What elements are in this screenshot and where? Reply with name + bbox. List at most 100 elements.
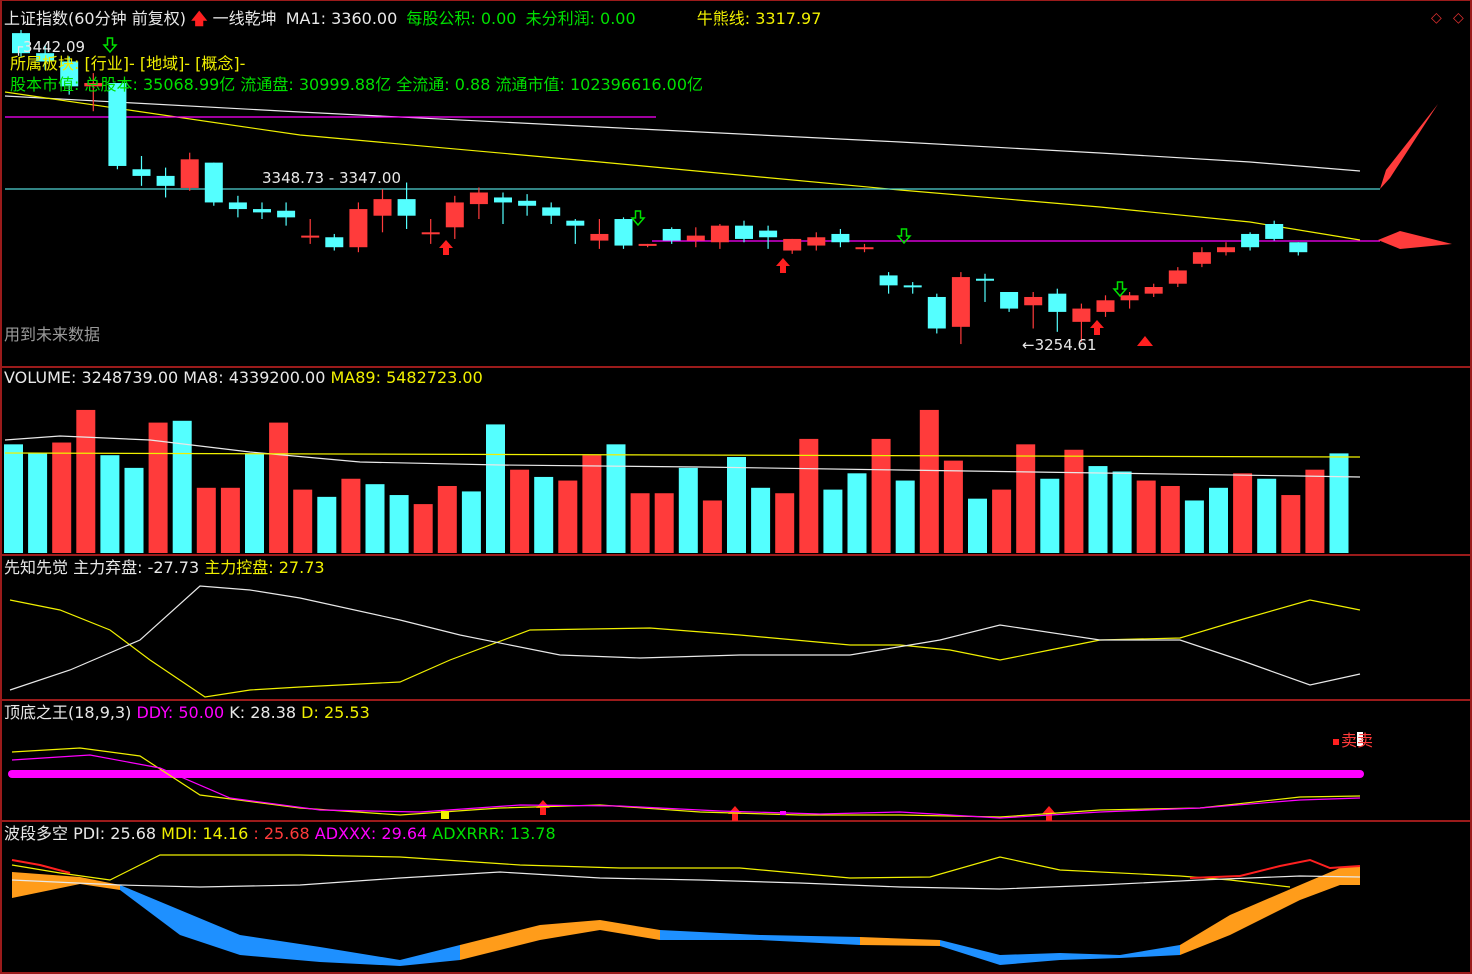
trend-band	[400, 945, 460, 966]
candle-down	[542, 207, 561, 216]
candle-down	[204, 162, 223, 203]
trend-band	[120, 885, 180, 935]
volume-bar	[220, 487, 240, 553]
volume-bar	[269, 422, 289, 553]
volume-bar	[1064, 449, 1084, 553]
volume-bar	[389, 495, 409, 553]
ma-yellow-line	[4, 91, 1361, 241]
volume-bar	[76, 409, 96, 553]
candle-down	[1241, 233, 1260, 248]
annotation-arrow-icon	[1378, 231, 1452, 249]
volume-bar	[437, 485, 457, 553]
volume-bar	[1209, 487, 1228, 553]
candle-up	[1024, 296, 1043, 306]
wfp-value: 未分利润: 0.00	[525, 9, 636, 28]
ddz-buy-arrow-icon	[536, 800, 550, 815]
candle-down	[494, 197, 512, 203]
volume-bar	[1136, 480, 1156, 553]
volume-bar	[1112, 471, 1132, 553]
candle-down	[1000, 292, 1019, 309]
volume-bar	[751, 487, 771, 553]
volume-bar	[727, 457, 746, 553]
candle-up	[951, 277, 970, 327]
main-title: 上证指数(60分钟 前复权)	[4, 9, 186, 28]
volume-bar	[365, 484, 385, 553]
capital-line: 股本市值: 总股本: 35068.99亿 流通盘: 30999.88亿 全流通:…	[10, 75, 704, 94]
volume-bar	[317, 496, 337, 553]
ma1-value: MA1: 3360.00	[285, 9, 398, 28]
volume-bar	[100, 455, 120, 553]
candle-down	[132, 169, 151, 176]
dingdi-title: 顶底之王(18,9,3)	[4, 703, 132, 722]
volume-bar	[799, 438, 819, 553]
volume-bar	[148, 422, 168, 553]
candle-up	[373, 199, 392, 216]
trend-band	[460, 925, 540, 960]
candle-up	[710, 225, 729, 243]
trend-band	[1000, 953, 1060, 965]
volume-bar	[606, 444, 626, 553]
zlkp-value: 主力控盘: 27.73	[204, 558, 325, 577]
volume-bar	[172, 420, 192, 553]
volume-bar	[943, 460, 963, 553]
k-line	[11, 754, 1361, 819]
dingdi-panel[interactable]: 卖卖	[8, 731, 1373, 819]
ma8-value: MA8: 4339200.00	[183, 368, 326, 387]
volume-bar	[992, 489, 1012, 553]
candle-down	[662, 228, 681, 241]
volume-ma89-line	[4, 452, 1361, 458]
volume-bar	[702, 500, 722, 553]
volume-bar	[847, 473, 867, 553]
candle-down	[518, 200, 537, 206]
trend-band	[180, 910, 240, 955]
candle-up	[783, 238, 802, 251]
price-panel[interactable]: ┌3442.09 3348.73 - 3347.00 ←3254.61	[4, 29, 1452, 821]
candle-down	[1289, 242, 1308, 253]
volume-bar	[630, 493, 650, 553]
xianzhi-header: 先知先觉 主力弃盘: -27.73 主力控盘: 27.73	[4, 557, 325, 579]
trend-band	[860, 937, 940, 946]
volume-bar	[341, 478, 361, 553]
trend-band	[1340, 866, 1360, 885]
volume-bar	[919, 409, 939, 553]
xianzhi-title: 先知先觉	[4, 558, 69, 577]
trend-band	[1230, 885, 1300, 935]
volume-ma8-line	[4, 435, 1361, 478]
window-control-1[interactable]: ◇	[1431, 10, 1442, 26]
boduan-title: 波段多空	[4, 824, 69, 843]
candle-down	[397, 199, 416, 216]
volume-bar	[871, 438, 891, 553]
volume-bar	[461, 491, 481, 553]
candle-up	[84, 83, 103, 87]
volume-bar	[968, 498, 987, 553]
sell-dot	[1333, 739, 1339, 745]
volume-bar	[196, 487, 216, 553]
sector-line: 所属板块: [行业]- [地域]- [概念]-	[10, 54, 246, 73]
candle-down	[903, 285, 922, 288]
candle-up	[180, 159, 199, 188]
candle-down	[879, 275, 898, 286]
adxrrr-value: ADXRRR: 13.78	[432, 824, 556, 843]
d-line	[11, 747, 1361, 818]
boduan-panel[interactable]	[11, 854, 1361, 966]
candle-down	[108, 83, 127, 166]
candle-down	[36, 53, 55, 62]
trend-band	[600, 920, 660, 940]
red-up-arrow-icon: 🡅	[191, 9, 208, 28]
candle-up	[1168, 270, 1187, 284]
xianzhi-panel[interactable]	[9, 585, 1361, 698]
volume-bar	[1257, 478, 1277, 553]
sell-bar	[1357, 732, 1363, 746]
range-label: 3348.73 - 3347.00	[262, 169, 401, 187]
mdi-value: MDI: 14.16	[161, 824, 249, 843]
window-control-2[interactable]: ◇	[1453, 10, 1464, 26]
volume-panel[interactable]	[4, 409, 1361, 553]
volume-bar	[775, 493, 795, 553]
volume-bar	[534, 476, 554, 553]
pdi-line	[11, 871, 1361, 890]
volume-bar	[1305, 469, 1325, 553]
volume-bar	[1040, 478, 1060, 553]
volume-bar	[4, 444, 23, 553]
ma-white-line	[4, 95, 1361, 172]
